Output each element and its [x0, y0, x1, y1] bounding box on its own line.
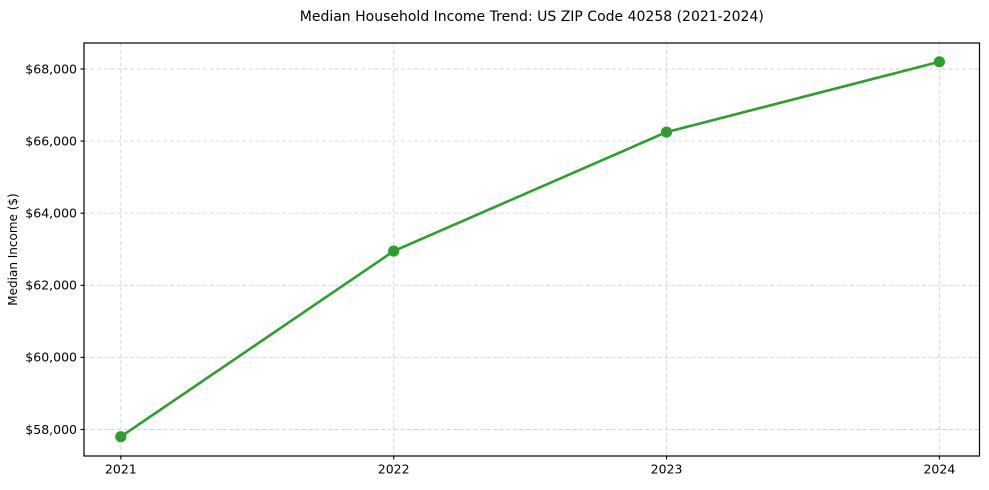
y-tick-label: $68,000 [25, 61, 77, 76]
x-tick-label: 2022 [378, 462, 410, 477]
data-point-marker [660, 126, 673, 138]
gridlines [84, 43, 980, 456]
data-point-marker [933, 56, 946, 68]
y-tick-label: $66,000 [25, 133, 77, 148]
x-tick-label: 2021 [105, 462, 137, 477]
chart-title: Median Household Income Trend: US ZIP Co… [300, 9, 764, 25]
income-trend-line [119, 60, 941, 438]
axis-tick-labels: $58,000 $60,000 $62,000 $64,000 $66,000 $68,0… [25, 61, 955, 476]
y-tick-label: $64,000 [25, 205, 77, 220]
y-tick-label: $60,000 [25, 350, 77, 365]
data-point-marker [115, 431, 127, 443]
x-tick-label: 2024 [923, 462, 955, 477]
data-point-marker [388, 245, 400, 257]
y-tick-label: $58,000 [25, 422, 77, 437]
axis-tick-marks [80, 68, 940, 460]
x-tick-label: 2023 [651, 462, 683, 477]
y-axis-label: Median Income ($) [6, 193, 20, 305]
y-tick-label: $62,000 [25, 278, 77, 293]
plot-border [83, 42, 981, 457]
income-line-series [115, 56, 946, 443]
